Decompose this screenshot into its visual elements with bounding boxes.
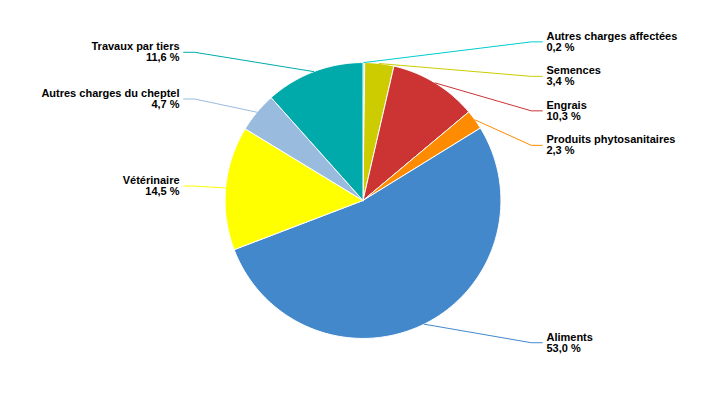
svg-text:Semences3,4 %: Semences3,4 % [546,64,600,87]
svg-text:Vétérinaire14,5 %: Vétérinaire14,5 % [123,174,180,197]
svg-text:Travaux par tiers11,6 %: Travaux par tiers11,6 % [91,40,179,63]
svg-text:Autres charges affectées0,2 %: Autres charges affectées0,2 % [546,30,677,53]
svg-text:Produits phytosanitaires2,3 %: Produits phytosanitaires2,3 % [546,133,675,156]
svg-text:Autres charges du cheptel4,7 %: Autres charges du cheptel4,7 % [41,87,179,110]
svg-text:Engrais10,3 %: Engrais10,3 % [546,99,586,122]
svg-text:Aliments53,0 %: Aliments53,0 % [546,331,592,354]
